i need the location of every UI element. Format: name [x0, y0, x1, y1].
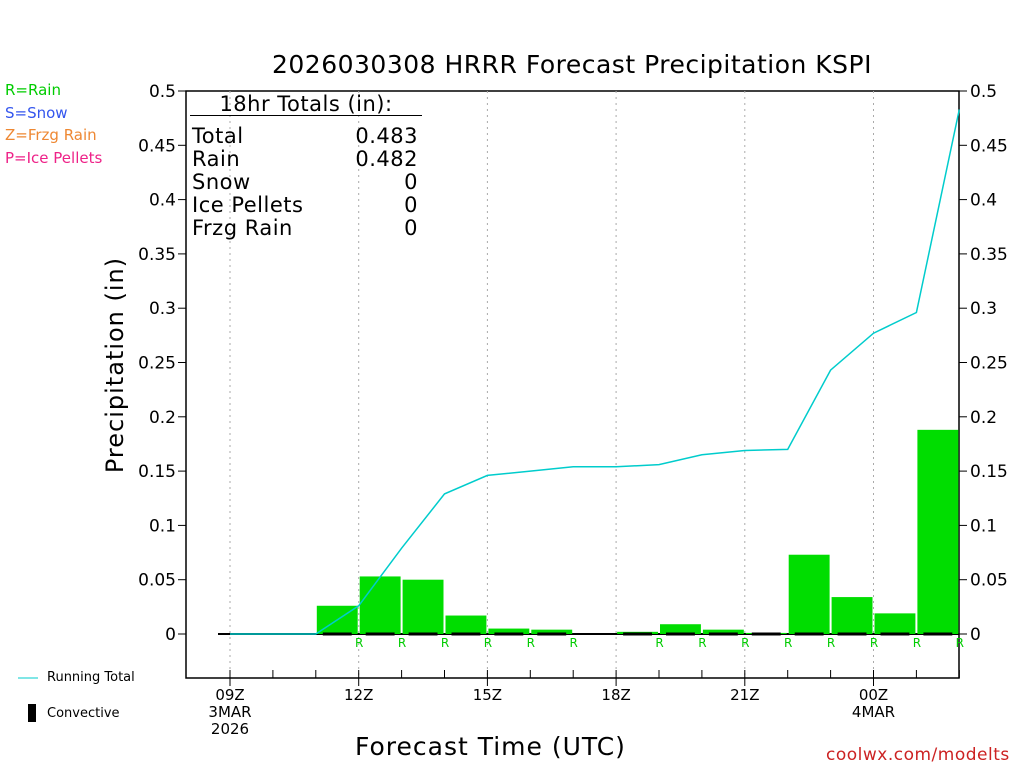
precip-type-label: R: [655, 636, 663, 650]
totals-value: 0.483: [355, 124, 418, 148]
running-total-legend-label: Running Total: [47, 670, 135, 685]
totals-value: 0.482: [355, 147, 418, 171]
precip-bar: [488, 628, 530, 634]
precip-type-label: R: [398, 636, 406, 650]
x-tick-label: 2026: [211, 720, 249, 738]
x-tick-label: 18Z: [601, 686, 630, 704]
totals-row-ice-pellets: Ice Pellets 0: [190, 193, 420, 217]
legend-rain: R=Rain: [5, 81, 61, 99]
legend-ice-pellets: P=Ice Pellets: [5, 149, 103, 167]
precip-type-label: R: [870, 636, 878, 650]
totals-label: Snow: [192, 170, 251, 194]
totals-title: 18hr Totals (in):: [190, 92, 422, 116]
y-tick-label-left: 0.05: [138, 571, 176, 591]
totals-label: Ice Pellets: [192, 193, 304, 217]
y-tick-label-right: 0.5: [970, 82, 997, 102]
precip-bar: [831, 597, 873, 634]
precip-type-label: R: [441, 636, 449, 650]
precip-bar: [359, 576, 401, 634]
y-tick-label-left: 0: [165, 625, 176, 645]
y-tick-label-right: 0.15: [970, 462, 1008, 482]
precip-type-label: R: [913, 636, 921, 650]
y-tick-label-left: 0.1: [149, 516, 176, 536]
precip-type-label: R: [741, 636, 749, 650]
x-tick-label: 09Z: [215, 686, 244, 704]
precip-type-label: R: [784, 636, 792, 650]
credit-text: coolwx.com/modelts: [826, 745, 1010, 765]
precip-type-label: R: [484, 636, 492, 650]
precip-bar: [788, 554, 830, 634]
convective-legend-label: Convective: [47, 706, 120, 721]
legend-frzg-rain: Z=Frzg Rain: [5, 126, 97, 144]
y-tick-label-left: 0.35: [138, 245, 176, 265]
convective-legend-swatch: [28, 704, 36, 722]
precip-bar: [402, 579, 444, 634]
x-tick-label: 15Z: [473, 686, 502, 704]
totals-label: Frzg Rain: [192, 216, 293, 240]
y-tick-label-right: 0.25: [970, 354, 1008, 374]
precip-type-label: R: [570, 636, 578, 650]
legend-snow: S=Snow: [5, 104, 68, 122]
y-tick-label-right: 0.1: [970, 516, 997, 536]
precip-type-label: R: [827, 636, 835, 650]
y-tick-label-right: 0: [970, 625, 981, 645]
x-axis-label: Forecast Time (UTC): [355, 732, 626, 761]
y-tick-label-right: 0.2: [970, 408, 997, 428]
y-tick-label-right: 0.05: [970, 571, 1008, 591]
y-tick-label-right: 0.3: [970, 299, 997, 319]
y-tick-label-left: 0.5: [149, 82, 176, 102]
precip-type-label: R: [527, 636, 535, 650]
precip-bar: [445, 615, 487, 634]
y-tick-label-left: 0.15: [138, 462, 176, 482]
totals-row-total: Total 0.483: [190, 124, 420, 148]
totals-label: Total: [192, 124, 244, 148]
x-tick-label: 3MAR: [208, 703, 251, 721]
y-tick-label-right: 0.45: [970, 136, 1008, 156]
precip-type-label: R: [956, 636, 964, 650]
totals-value: 0: [404, 216, 418, 240]
chart-title: 2026030308 HRRR Forecast Precipitation K…: [271, 50, 872, 79]
totals-value: 0: [404, 193, 418, 217]
precip-bar: [917, 429, 959, 634]
y-tick-label-left: 0.2: [149, 408, 176, 428]
totals-row-snow: Snow 0: [190, 170, 420, 194]
totals-value: 0: [404, 170, 418, 194]
plot-frame: [185, 90, 960, 679]
x-tick-label: 00Z: [859, 686, 888, 704]
totals-label: Rain: [192, 147, 241, 171]
x-tick-label: 12Z: [344, 686, 373, 704]
y-tick-label-right: 0.35: [970, 245, 1008, 265]
totals-row-rain: Rain 0.482: [190, 147, 420, 171]
y-tick-label-left: 0.3: [149, 299, 176, 319]
totals-row-frzg-rain: Frzg Rain 0: [190, 216, 420, 240]
precip-bar: [874, 613, 916, 634]
x-tick-label: 4MAR: [852, 703, 895, 721]
precip-bar: [531, 629, 573, 634]
y-tick-label-left: 0.4: [149, 191, 176, 211]
precip-type-label: R: [355, 636, 363, 650]
running-total-line: [230, 109, 961, 635]
y-tick-label-left: 0.25: [138, 354, 176, 374]
y-tick-label-right: 0.4: [970, 191, 997, 211]
x-tick-label: 21Z: [730, 686, 759, 704]
y-axis-label: Precipitation (in): [101, 256, 129, 474]
precip-type-label: R: [698, 636, 706, 650]
y-tick-label-left: 0.45: [138, 136, 176, 156]
precip-bar: [660, 624, 701, 634]
precip-bar: [702, 629, 744, 634]
